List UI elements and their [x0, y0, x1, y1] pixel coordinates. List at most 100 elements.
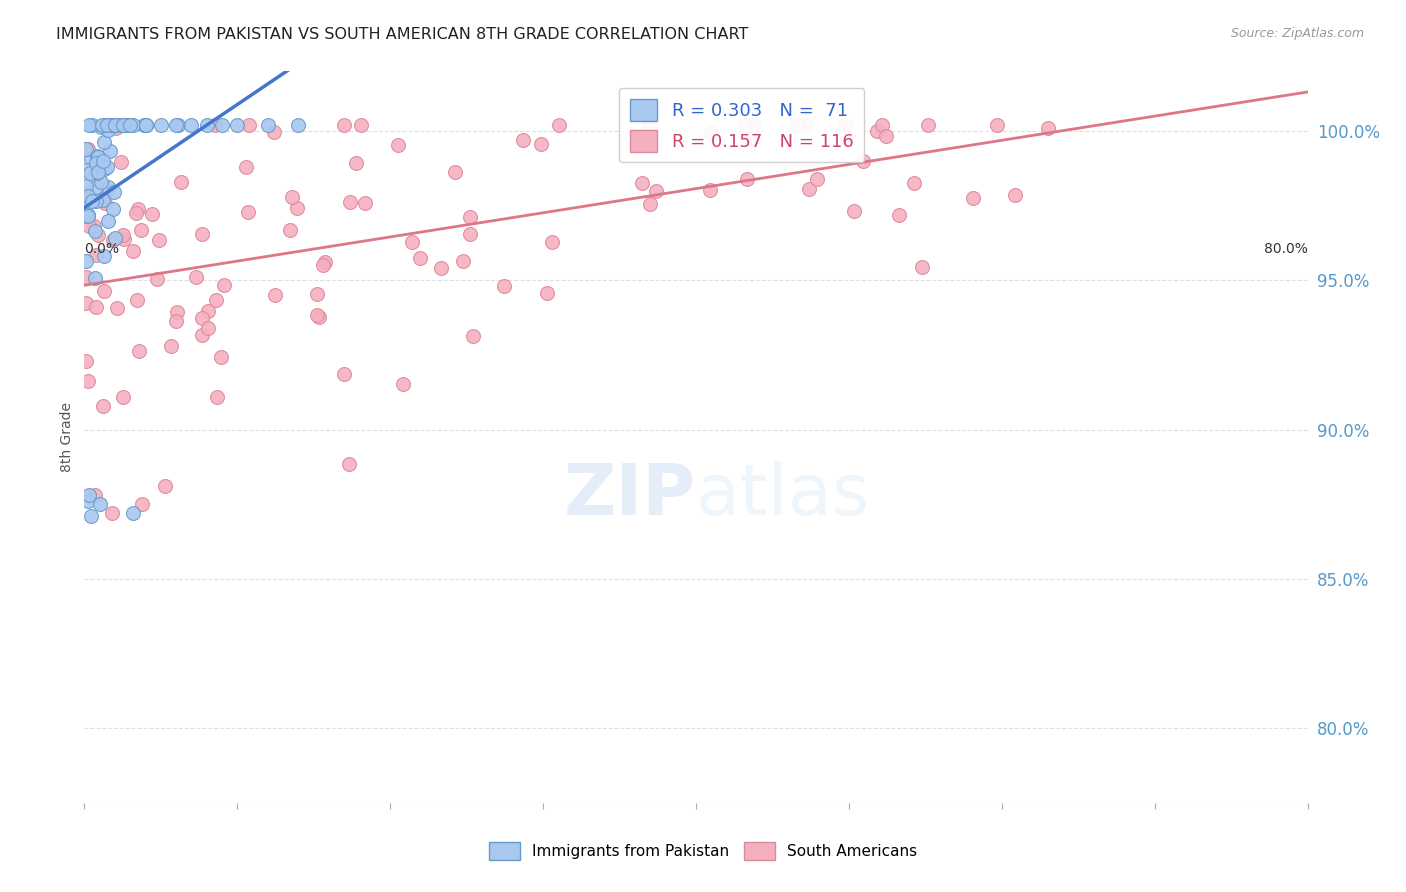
Point [305, 308, 328, 322]
Point [735, 172, 758, 186]
Point [75, 295, 97, 310]
Point [205, 390, 228, 404]
Point [794, 118, 817, 132]
Point [112, 227, 135, 242]
Point [98, 118, 121, 132]
Point [149, 118, 172, 132]
Point [209, 350, 232, 364]
Point [1036, 121, 1059, 136]
Point [100, 118, 122, 132]
Point [226, 118, 249, 132]
Point [387, 138, 409, 153]
Point [211, 118, 233, 132]
Point [93, 285, 115, 299]
Legend: R = 0.303   N =  71, R = 0.157   N = 116: R = 0.303 N = 71, R = 0.157 N = 116 [620, 87, 865, 162]
Point [734, 118, 756, 132]
Point [337, 457, 360, 471]
Point [86, 166, 108, 180]
Point [392, 376, 415, 391]
Point [799, 182, 821, 196]
Point [699, 183, 721, 197]
Point [90, 175, 112, 189]
Text: IMMIGRANTS FROM PAKISTAN VS SOUTH AMERICAN 8TH GRADE CORRELATION CHART: IMMIGRANTS FROM PAKISTAN VS SOUTH AMERIC… [56, 27, 748, 42]
Point [903, 176, 925, 190]
Point [285, 201, 308, 215]
Point [96, 160, 118, 174]
Point [122, 244, 145, 259]
Point [117, 118, 139, 132]
Text: 0.0%: 0.0% [84, 242, 120, 256]
Point [866, 123, 889, 137]
Point [145, 272, 167, 286]
Point [458, 211, 481, 225]
Point [84, 271, 107, 285]
Point [238, 118, 260, 132]
Point [97, 213, 120, 227]
Point [98, 144, 121, 158]
Point [97, 118, 120, 132]
Point [80, 152, 103, 166]
Point [166, 304, 188, 318]
Point [76, 208, 98, 222]
Point [97, 123, 120, 137]
Point [197, 320, 219, 334]
Point [986, 118, 1008, 132]
Point [104, 231, 127, 245]
Point [148, 233, 170, 247]
Point [84, 156, 107, 170]
Text: ZIP: ZIP [564, 461, 696, 530]
Point [77, 219, 100, 233]
Point [87, 164, 110, 178]
Point [852, 153, 875, 168]
Point [96, 183, 118, 197]
Point [844, 204, 866, 219]
Point [93, 249, 115, 263]
Point [214, 277, 236, 292]
Point [700, 127, 723, 141]
Point [458, 227, 481, 241]
Point [492, 278, 515, 293]
Point [870, 118, 893, 132]
Point [83, 219, 105, 233]
Point [91, 153, 114, 168]
Point [917, 118, 939, 132]
Point [110, 154, 132, 169]
Point [111, 391, 134, 405]
Point [197, 304, 219, 318]
Point [644, 184, 666, 198]
Point [87, 227, 110, 242]
Point [541, 235, 564, 249]
Point [638, 197, 661, 211]
Point [806, 171, 828, 186]
Point [101, 233, 124, 247]
Point [132, 118, 155, 132]
Point [305, 286, 328, 301]
Point [103, 186, 125, 200]
Point [120, 118, 142, 132]
Point [101, 202, 124, 217]
Point [121, 118, 143, 132]
Point [127, 202, 149, 216]
Point [79, 166, 101, 180]
Point [409, 251, 432, 265]
Point [312, 258, 335, 272]
Point [84, 248, 107, 262]
Point [451, 254, 474, 268]
Point [344, 156, 367, 170]
Point [131, 497, 153, 511]
Point [111, 118, 134, 132]
Point [332, 118, 354, 132]
Point [100, 118, 122, 132]
Point [204, 118, 226, 132]
Point [204, 293, 226, 307]
Point [94, 118, 117, 132]
Point [153, 479, 176, 493]
Point [76, 142, 98, 156]
Point [89, 497, 111, 511]
Point [512, 133, 534, 147]
Point [104, 118, 127, 132]
Point [104, 121, 127, 136]
Point [875, 128, 897, 143]
Point [128, 343, 150, 358]
Point [84, 194, 107, 208]
